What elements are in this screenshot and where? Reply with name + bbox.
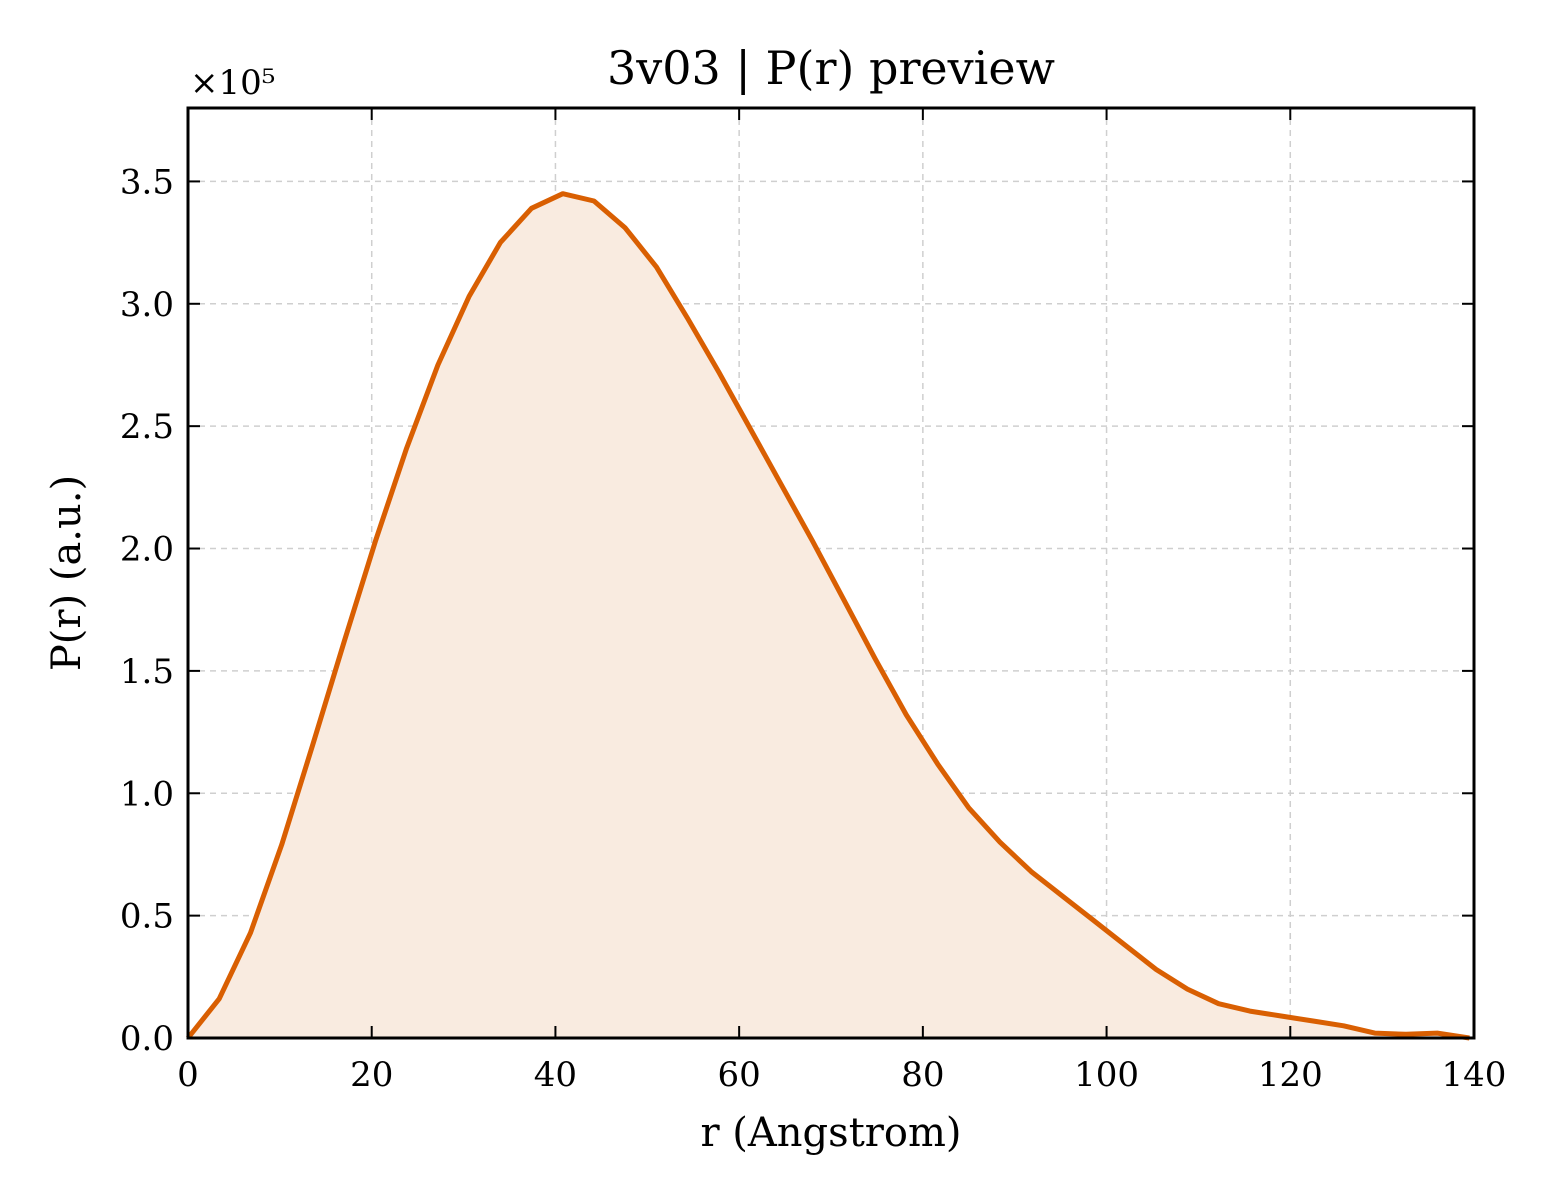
pr-area-fill (188, 193, 1470, 1038)
y-tick-label: 3.5 (120, 162, 174, 202)
y-tick-label: 3.0 (120, 285, 174, 325)
y-tick-label: 0.0 (120, 1019, 174, 1059)
plot-frame (186, 106, 1476, 1040)
y-tick-labels: 0.0 0.5 1.0 1.5 2.0 2.5 3.0 3.5 (120, 162, 174, 1059)
x-axis-label: r (Angstrom) (700, 1110, 961, 1156)
y-tick-label: 2.0 (120, 530, 174, 570)
x-tick-label: 40 (534, 1055, 577, 1095)
x-tick-label: 60 (718, 1055, 761, 1095)
x-tick-label: 0 (177, 1055, 199, 1095)
y-axis-label: P(r) (a.u.) (44, 475, 90, 671)
y-tick-label: 0.5 (120, 897, 174, 937)
x-tick-label: 140 (1442, 1055, 1507, 1095)
x-tick-label: 120 (1258, 1055, 1323, 1095)
x-tick-label: 100 (1074, 1055, 1139, 1095)
y-tick-label: 2.5 (120, 407, 174, 447)
y-tick-label: 1.5 (120, 652, 174, 692)
x-tick-label: 80 (901, 1055, 944, 1095)
chart-title: 3v03 | P(r) preview (607, 41, 1055, 95)
y-axis-offset-label: ×10⁵ (190, 63, 275, 103)
pr-series-line (186, 191, 1470, 1041)
x-tick-label: 20 (350, 1055, 393, 1095)
y-tick-label: 1.0 (120, 774, 174, 814)
x-tick-labels: 0 20 40 60 80 100 120 140 (177, 1055, 1506, 1095)
